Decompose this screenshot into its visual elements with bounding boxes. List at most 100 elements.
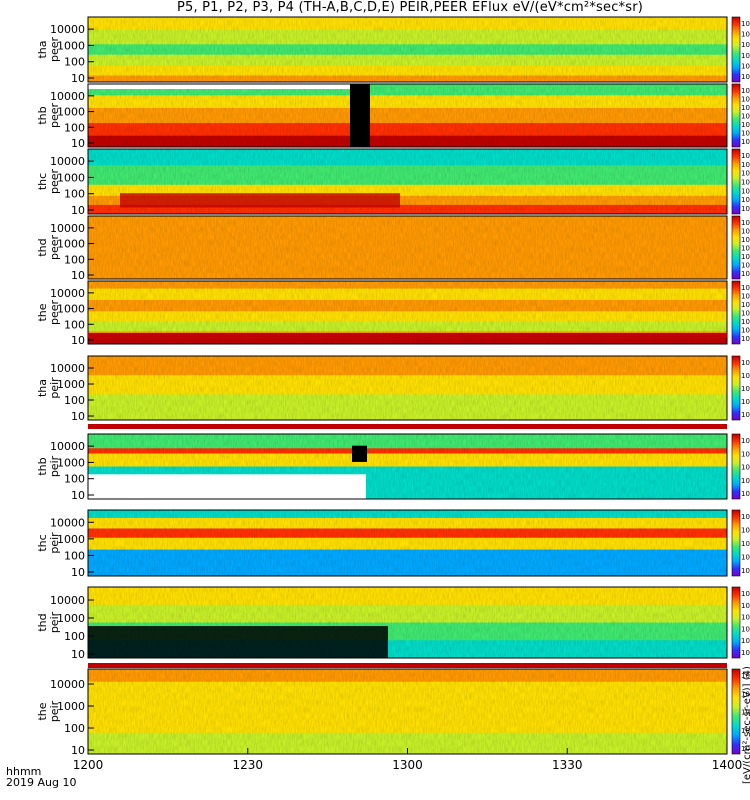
ytick-label-the-peir-3: 10000 (50, 678, 85, 691)
sep-top-tha-peir (88, 333, 727, 338)
cbar-tick-the-peir-0: 10⁶ (741, 672, 750, 680)
ytick-label-thc-peer-1: 100 (64, 188, 85, 201)
cbar-tick-thc-peir-4: 10² (741, 567, 750, 575)
frame-tha-peer (87, 16, 728, 83)
colorbar-thc-peer (731, 148, 741, 215)
cbar-tick-the-peer-4: 10⁴ (741, 318, 750, 326)
cbar-tick-thd-peir-0: 10⁷ (741, 590, 750, 598)
texture-thc-peir (88, 510, 727, 576)
ytick-label-tha-peir-0: 10 (71, 410, 85, 423)
time-unit-label: hhmm (6, 765, 42, 778)
gap-thb-peir (352, 445, 367, 462)
date-label: 2019 Aug 10 (6, 776, 77, 789)
cbar-tick-thb-peer-6: 10² (741, 138, 750, 146)
colorbar-thd-peir (731, 586, 741, 659)
cbar-tick-tha-peer-2: 10⁴ (741, 41, 750, 49)
cbar-tick-thc-peer-5: 10³ (741, 196, 750, 204)
cbar-tick-tha-peer-0: 10⁶ (741, 20, 750, 28)
cbar-tick-thb-peer-4: 10⁴ (741, 121, 750, 129)
cbar-tick-thb-peir-1: 10⁵ (741, 450, 750, 458)
cbar-tick-thb-peer-5: 10³ (741, 130, 750, 138)
cbar-tick-thc-peer-6: 10² (741, 205, 750, 213)
ytick-label-thd-peer-2: 1000 (57, 238, 85, 251)
cbar-tick-thb-peer-1: 10⁷ (741, 96, 750, 104)
ytick-label-tha-peer-0: 10 (71, 72, 85, 85)
ylabel-thc-peer-1: peer (48, 169, 61, 195)
ytick-label-the-peir-0: 10 (71, 744, 85, 757)
chart-title: P5, P1, P2, P3, P4 (TH-A,B,C,D,E) PEIR,P… (176, 0, 644, 15)
ytick-label-tha-peir-1: 100 (64, 394, 85, 407)
cbar-tick-tha-peir-2: 10⁴ (741, 385, 750, 393)
cbar-tick-thb-peir-2: 10⁴ (741, 464, 750, 472)
ytick-label-tha-peir-2: 1000 (57, 378, 85, 391)
ytick-label-thb-peir-3: 10000 (50, 440, 85, 453)
cbar-tick-thb-peir-4: 10² (741, 490, 750, 498)
ytick-label-thb-peer-2: 1000 (57, 106, 85, 119)
cbar-tick-thd-peer-3: 10⁵ (741, 245, 750, 253)
ylabel-thb-peir-0: thb (36, 457, 49, 475)
colorbar-tha-peir (731, 355, 741, 421)
frame-thb-peir (87, 433, 728, 500)
ytick-label-thb-peer-1: 100 (64, 121, 85, 134)
colorbar-thb-peer (731, 83, 741, 148)
sep-top-the-peir (88, 663, 727, 668)
frame-thd-peir (87, 586, 728, 659)
ylabel-tha-peer-0: tha (36, 40, 49, 58)
texture-thd-peer (88, 216, 727, 279)
texture-tha-peir (88, 356, 727, 420)
cbar-tick-thd-peir-4: 10³ (741, 637, 750, 645)
frame-the-peer (87, 280, 728, 345)
burst-thc-peer (120, 193, 400, 208)
ytick-label-thb-peir-0: 10 (71, 489, 85, 502)
ytick-label-thc-peir-3: 10000 (50, 516, 85, 529)
ytick-label-thc-peir-0: 10 (71, 566, 85, 579)
frame-thb-peer (87, 83, 728, 148)
ytick-label-thd-peir-3: 10000 (50, 594, 85, 607)
ylabel-thd-peir-0: thd (36, 613, 49, 631)
ytick-label-tha-peer-1: 100 (64, 56, 85, 69)
cbar-tick-thd-peir-1: 10⁶ (741, 602, 750, 610)
ytick-label-thd-peer-1: 100 (64, 253, 85, 266)
texture-the-peir (88, 669, 727, 754)
ylabel-thc-peir-0: thc (36, 534, 49, 551)
colorbar-thd-peer (731, 215, 741, 280)
cbar-tick-the-peir-1: 10⁵ (741, 690, 750, 698)
colorbar-unit-label: [eV/(cm²-sec-sr-eV)] (4) (742, 666, 750, 784)
colorbar-the-peer (731, 280, 741, 345)
cbar-tick-thd-peer-4: 10⁴ (741, 253, 750, 261)
ytick-label-the-peer-3: 10000 (50, 287, 85, 300)
ylabel-thc-peir-1: peir (48, 532, 61, 554)
ytick-label-thc-peir-2: 1000 (57, 533, 85, 546)
ytick-label-thd-peer-0: 10 (71, 269, 85, 282)
ytick-label-thc-peir-1: 100 (64, 549, 85, 562)
cbar-tick-thb-peer-0: 10⁸ (741, 87, 750, 95)
gap-thb-peer (350, 84, 370, 147)
cbar-tick-tha-peer-5: 10¹ (741, 73, 750, 81)
ylabel-thd-peer-0: thd (36, 238, 49, 256)
cbar-tick-the-peir-2: 10⁴ (741, 709, 750, 717)
cbar-tick-the-peer-6: 10² (741, 335, 750, 343)
cbar-tick-the-peer-5: 10³ (741, 327, 750, 335)
cbar-tick-thc-peer-3: 10⁵ (741, 179, 750, 187)
cbar-tick-thd-peer-6: 10² (741, 270, 750, 278)
xtick-label-0: 1200 (73, 758, 104, 772)
cbar-tick-the-peer-1: 10⁷ (741, 293, 750, 301)
ylabel-tha-peir-0: tha (36, 379, 49, 397)
cbar-tick-thd-peir-5: 10² (741, 649, 750, 657)
colorbar-tha-peer (731, 16, 741, 83)
cbar-tick-thc-peer-2: 10⁶ (741, 170, 750, 178)
cbar-tick-tha-peir-0: 10⁶ (741, 359, 750, 367)
ytick-label-thb-peir-1: 100 (64, 473, 85, 486)
cbar-tick-the-peer-3: 10⁵ (741, 310, 750, 318)
colorbar-thb-peir (731, 433, 741, 500)
cbar-tick-tha-peer-3: 10³ (741, 52, 750, 60)
cbar-tick-thd-peer-0: 10⁸ (741, 219, 750, 227)
cbar-tick-thb-peir-3: 10³ (741, 477, 750, 485)
ytick-label-thb-peer-0: 10 (71, 137, 85, 150)
nodata-thb-peir (88, 474, 366, 499)
ytick-label-the-peir-1: 100 (64, 722, 85, 735)
colorbar-the-peir (731, 668, 741, 755)
